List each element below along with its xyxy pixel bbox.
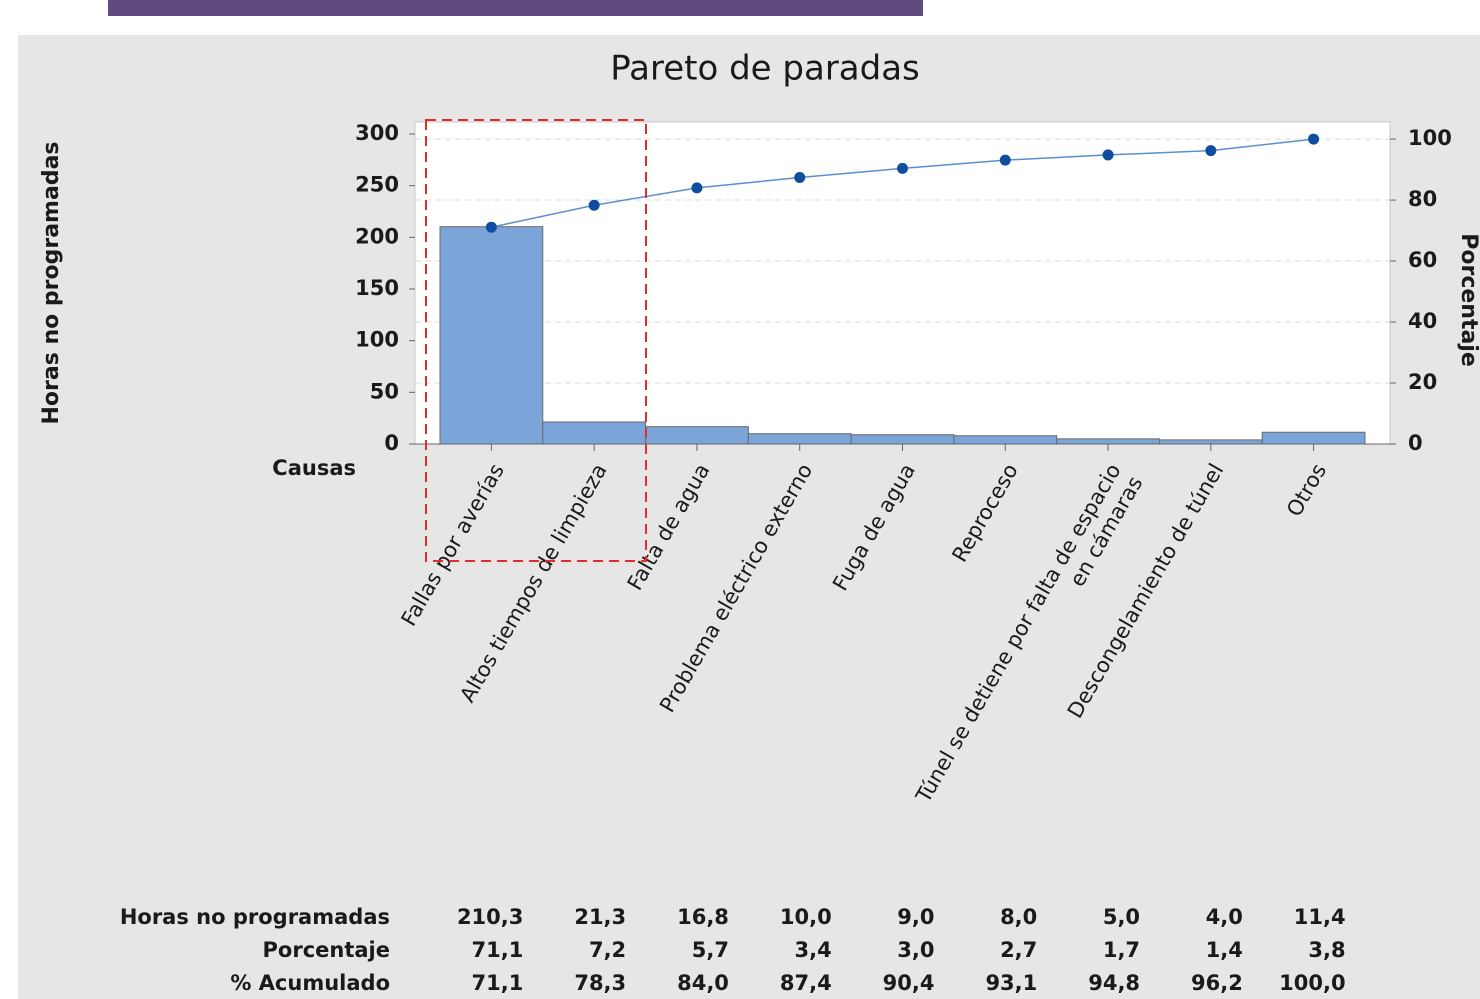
bar	[645, 426, 749, 445]
cumulative-point	[1308, 133, 1320, 145]
table-cell: 2,7	[1000, 938, 1037, 962]
table-row-label: % Acumulado	[230, 971, 390, 995]
bar	[1056, 438, 1160, 445]
bar	[1261, 431, 1366, 445]
y-tick-label: 300	[355, 121, 399, 145]
y2-tick-label: 60	[1408, 248, 1437, 272]
table-cell: 90,4	[883, 971, 935, 995]
table-cell: 210,3	[457, 905, 523, 929]
table-cell: 16,8	[677, 905, 729, 929]
table-cell: 10,0	[780, 905, 832, 929]
table-cell: 4,0	[1206, 905, 1243, 929]
bar	[747, 433, 852, 445]
table-cell: 96,2	[1191, 971, 1243, 995]
table-cell: 3,8	[1308, 938, 1345, 962]
table-cell: 8,0	[1000, 905, 1037, 929]
table-cell: 84,0	[677, 971, 729, 995]
table-cell: 9,0	[897, 905, 934, 929]
table-cell: 100,0	[1279, 971, 1345, 995]
top-banner	[108, 0, 923, 16]
table-cell: 3,0	[897, 938, 934, 962]
table-cell: 3,4	[795, 938, 832, 962]
cumulative-point	[794, 171, 806, 183]
y-tick-label: 150	[355, 276, 399, 300]
cumulative-point	[485, 221, 497, 233]
table-cell: 21,3	[574, 905, 626, 929]
y-tick-label: 50	[370, 379, 399, 403]
y-tick-label: 100	[355, 328, 399, 352]
table-cell: 1,7	[1103, 938, 1140, 962]
table-cell: 87,4	[780, 971, 832, 995]
y2-axis-label: Porcentaje	[1456, 233, 1480, 367]
table-row-label: Porcentaje	[263, 938, 390, 962]
bar	[953, 435, 1058, 445]
y-tick-label: 250	[355, 173, 399, 197]
bar	[1158, 439, 1263, 445]
cumulative-point	[1102, 149, 1114, 161]
y-tick-label: 0	[384, 431, 399, 455]
table-cell: 94,8	[1088, 971, 1140, 995]
table-cell: 11,4	[1294, 905, 1346, 929]
table-cell: 78,3	[574, 971, 626, 995]
cumulative-point	[897, 162, 908, 174]
x-axis-label: Causas	[272, 456, 356, 480]
y2-tick-label: 100	[1408, 126, 1452, 150]
y2-tick-label: 80	[1408, 187, 1437, 211]
bar	[439, 226, 544, 445]
cumulative-point	[999, 154, 1011, 166]
table-cell: 7,2	[589, 938, 626, 962]
bar	[542, 421, 647, 445]
y-axis-label: Horas no programadas	[39, 141, 64, 424]
cumulative-point	[1205, 145, 1217, 157]
table-cell: 71,1	[472, 971, 524, 995]
y2-tick-label: 20	[1408, 370, 1437, 394]
table-cell: 5,7	[692, 938, 729, 962]
table-cell: 1,4	[1206, 938, 1243, 962]
chart-title: Pareto de paradas	[610, 49, 920, 89]
highlight-box	[425, 119, 647, 562]
y2-tick-label: 40	[1408, 309, 1437, 333]
cumulative-point	[691, 182, 703, 194]
table-cell: 5,0	[1103, 905, 1140, 929]
table-row-label: Horas no programadas	[120, 905, 390, 929]
plot-area	[414, 121, 1391, 445]
table-cell: 93,1	[985, 971, 1037, 995]
cumulative-point	[588, 199, 600, 211]
y-tick-label: 200	[355, 224, 399, 248]
bar	[850, 434, 955, 445]
y2-tick-label: 0	[1408, 431, 1423, 455]
table-cell: 71,1	[472, 938, 524, 962]
